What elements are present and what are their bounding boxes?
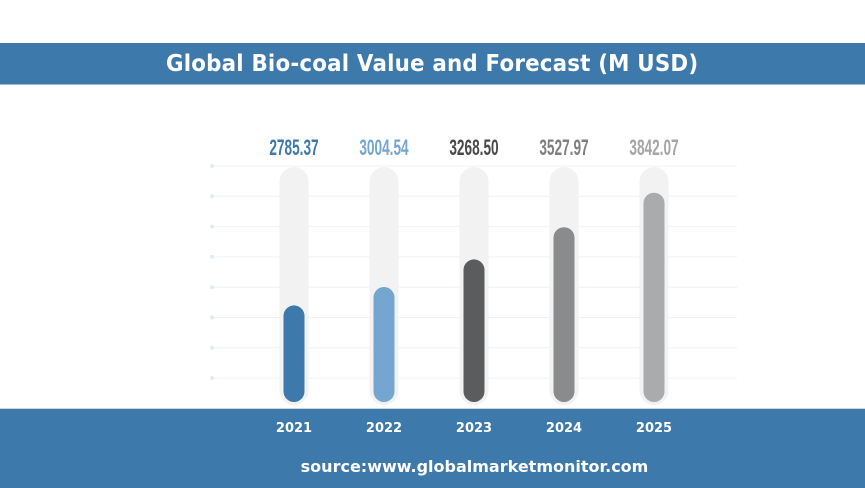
gridline-dot	[210, 315, 214, 320]
gridline-dot	[210, 254, 214, 259]
gridline-dot	[210, 194, 214, 199]
value-label: 3527.97	[539, 135, 588, 160]
x-tick-label: 2021	[276, 421, 312, 436]
x-tick-label: 2024	[546, 421, 582, 436]
x-tick-label: 2022	[366, 421, 402, 436]
bar-2022	[373, 287, 395, 402]
x-axis-labels: 2021 2022 2023 2024 2025	[276, 421, 672, 436]
gridline-dot	[210, 224, 214, 229]
value-label: 3842.07	[629, 135, 678, 160]
x-tick-label: 2023	[456, 421, 492, 436]
value-label: 3268.50	[449, 135, 498, 160]
gridline-dot	[210, 376, 214, 381]
value-labels: 2785.37 3004.54 3268.50 3527.97 3842.07	[269, 135, 678, 160]
value-label: 3004.54	[359, 135, 409, 160]
footer-band	[0, 408, 865, 488]
bar-2021	[283, 305, 305, 402]
gridline-dot	[210, 345, 214, 350]
bar-2023	[463, 259, 485, 402]
gridline-dot	[210, 164, 214, 168]
title-band: Global Bio-coal Value and Forecast (M US…	[0, 43, 865, 85]
source-text: source:www.globalmarketmonitor.com	[300, 457, 649, 476]
x-tick-label: 2025	[636, 421, 672, 436]
bar-2025	[643, 192, 665, 402]
bar-2024	[553, 227, 575, 402]
bars	[279, 167, 669, 405]
value-label: 2785.37	[269, 135, 318, 160]
chart-title: Global Bio-coal Value and Forecast (M US…	[166, 50, 699, 77]
gridline-dot	[210, 285, 214, 290]
